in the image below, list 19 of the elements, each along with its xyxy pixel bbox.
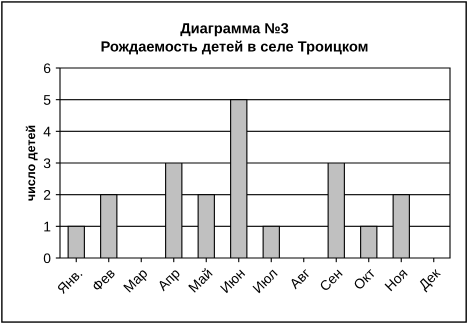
x-tick-label: Янв. [56,268,82,294]
y-tick-label: 6 [44,63,50,74]
x-tick-label: Апр [156,268,182,294]
x-tick-label: Окт [352,267,376,290]
x-tick-label: Дек [418,267,443,292]
y-tick-label: 4 [44,126,51,136]
chart-title: Диаграмма №3 Рождаемость детей в селе Троицком [102,23,368,54]
y-tick-label: 3 [44,158,50,168]
x-tick-label: Июн [220,268,246,294]
y-tick-label: 2 [44,190,50,200]
y-axis-title: число детей [26,126,38,201]
x-tick-label: Мар [123,268,150,295]
x-tick-label: Авг [288,268,311,290]
x-tick-label: Ноя [384,268,408,292]
y-tick-label: 5 [44,95,50,105]
y-tick-label: 0 [44,253,50,264]
x-tick-label: Фев [91,268,116,292]
x-tick-label: Сен [319,268,343,292]
y-tick-label: 1 [44,222,50,232]
